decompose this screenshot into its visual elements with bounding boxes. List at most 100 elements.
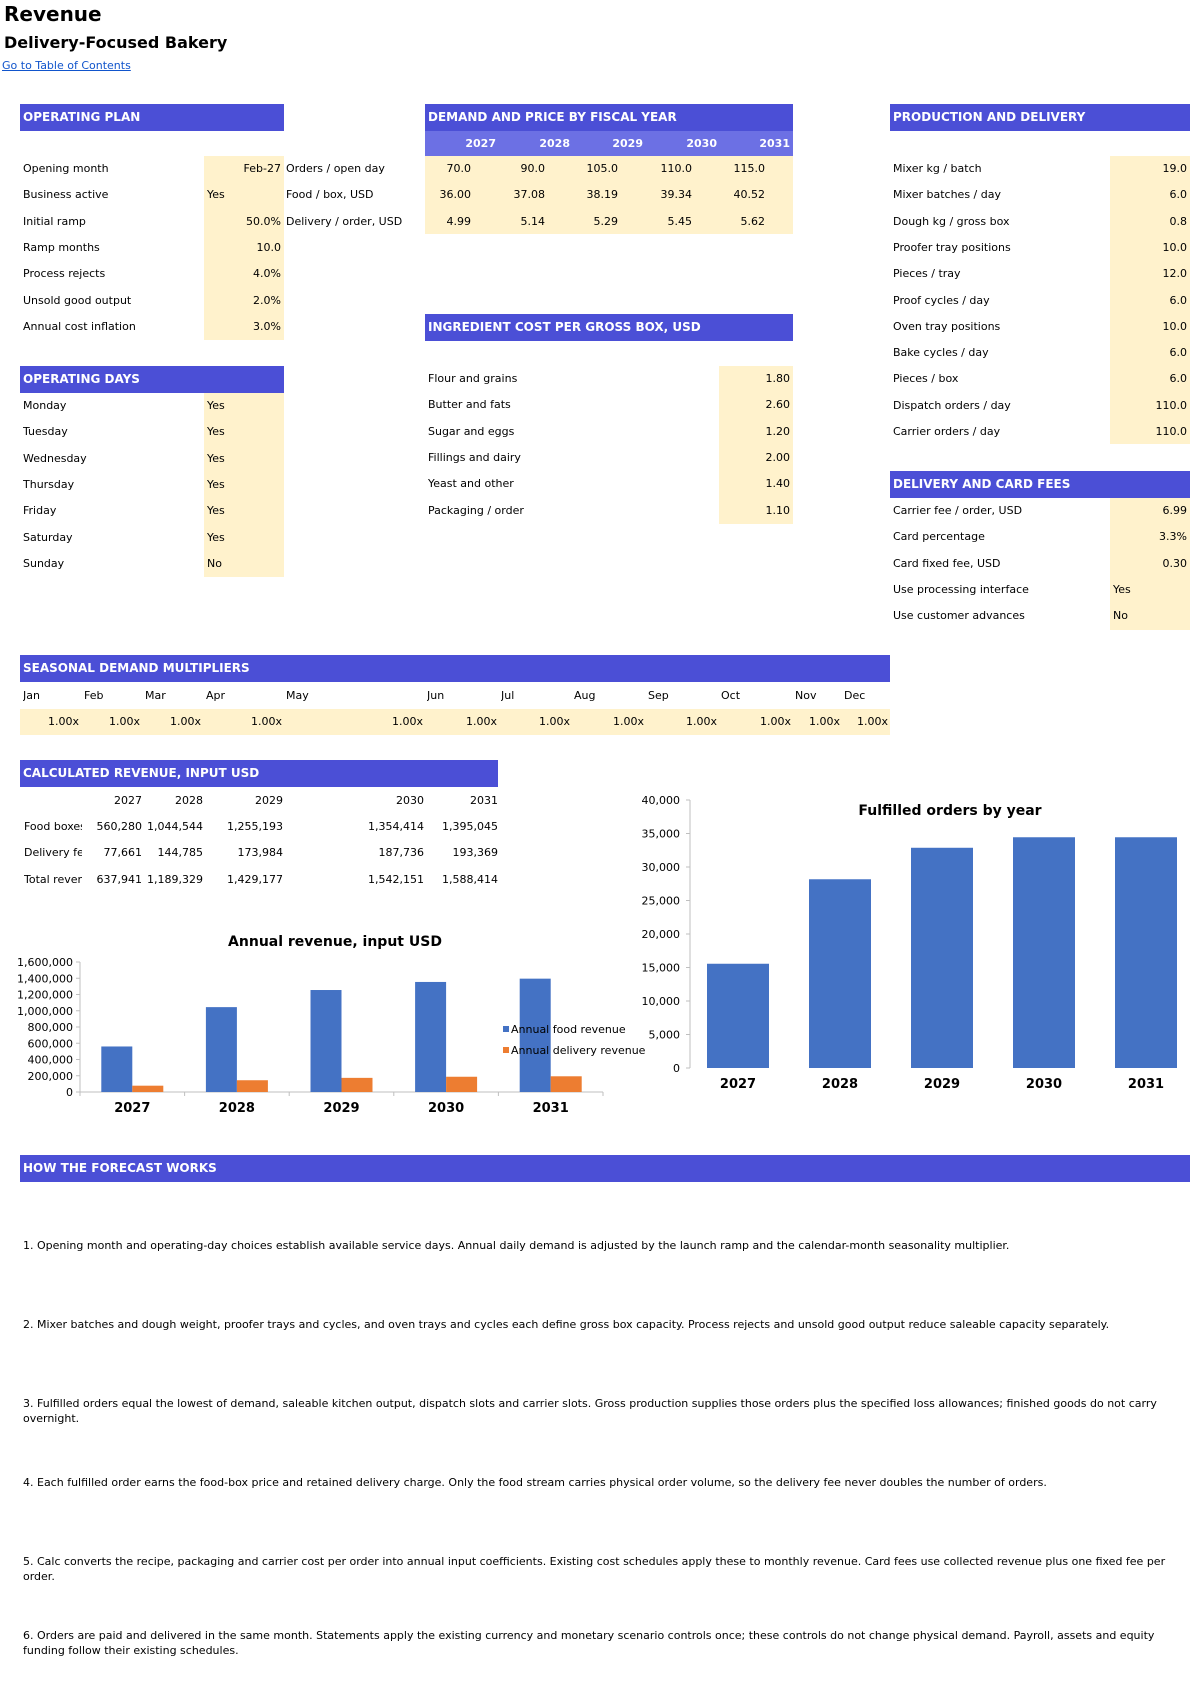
operating-days-value: Yes bbox=[207, 425, 225, 439]
production-delivery-label: Dispatch orders / day bbox=[893, 398, 1011, 412]
seasonal-month: Sep bbox=[648, 689, 669, 702]
production-delivery-label: Pieces / tray bbox=[893, 267, 961, 281]
fulfilled-orders-x-label: 2028 bbox=[822, 1077, 858, 1092]
annual-revenue-y-tick-label: 1,000,000 bbox=[17, 1005, 73, 1018]
page-subtitle: Delivery-Focused Bakery bbox=[4, 33, 228, 52]
production-delivery-value: 10.0 bbox=[1162, 240, 1188, 254]
seasonal-value: 1.00x bbox=[47, 715, 79, 728]
food-revenue-bar bbox=[519, 978, 551, 1092]
demand-price-value: 39.34 bbox=[660, 188, 693, 202]
demand-price-input-band bbox=[425, 156, 793, 234]
operating-days-label: Friday bbox=[23, 504, 57, 518]
calculated-revenue-value: 77,661 bbox=[103, 846, 143, 860]
forecast-note: 4. Each fulfilled order earns the food-b… bbox=[23, 1476, 1047, 1489]
calculated-revenue-value: 144,785 bbox=[157, 846, 204, 860]
calculated-revenue-year: 2029 bbox=[255, 794, 283, 807]
operating-plan-label: Opening month bbox=[23, 162, 109, 175]
seasonal-value: 1.00x bbox=[169, 715, 201, 728]
delivery-fees-label: Carrier fee / order, USD bbox=[893, 504, 1023, 517]
fulfilled-orders-x-label: 2031 bbox=[1128, 1077, 1164, 1092]
calculated-revenue-label: Total revenu bbox=[24, 872, 82, 886]
demand-price-value: 105.0 bbox=[586, 162, 619, 175]
seasonal-month: Aug bbox=[574, 689, 596, 702]
seasonal-month: Jun bbox=[427, 689, 445, 702]
toc-link[interactable]: Go to Table of Contents bbox=[2, 59, 131, 72]
ingredient-cost-label: Fillings and dairy bbox=[428, 450, 521, 464]
production-delivery-value: 110.0 bbox=[1155, 398, 1188, 412]
ingredient-cost-value: 1.40 bbox=[765, 477, 791, 491]
operating-plan-value: 4.0% bbox=[253, 267, 281, 281]
legend-swatch bbox=[503, 1047, 509, 1053]
delivery-revenue-bar bbox=[132, 1085, 164, 1092]
production-delivery-label: Bake cycles / day bbox=[893, 346, 989, 360]
operating-days-label: Sunday bbox=[23, 556, 65, 570]
delivery-fees-value: Yes bbox=[1113, 582, 1131, 596]
seasonal-month: Jan bbox=[23, 689, 40, 702]
demand-price-value: 5.62 bbox=[740, 214, 766, 228]
operating-plan-label: Ramp months bbox=[23, 240, 100, 254]
annual-revenue-x-label: 2027 bbox=[114, 1101, 150, 1116]
fulfilled-orders-y-tick-label: 5,000 bbox=[649, 1029, 681, 1042]
demand-price-value: 5.45 bbox=[667, 214, 693, 228]
delivery-fees-label: Use customer advances bbox=[893, 609, 1025, 623]
ingredient-cost-label: Packaging / order bbox=[428, 503, 524, 517]
food-revenue-bar bbox=[101, 1046, 133, 1092]
production-delivery-label: Proofer tray positions bbox=[893, 240, 1011, 254]
ingredient-cost-label: Yeast and other bbox=[428, 477, 514, 491]
calculated-revenue-value: 1,189,329 bbox=[147, 872, 203, 886]
fulfilled-orders-y-tick-label: 40,000 bbox=[642, 794, 681, 807]
ingredient-cost-label: Butter and fats bbox=[428, 398, 511, 412]
seasonal-value: 1.00x bbox=[808, 715, 840, 728]
operating-plan-input-band bbox=[204, 156, 284, 340]
delivery-fees-value: 6.99 bbox=[1162, 504, 1188, 517]
operating-plan-value: Yes bbox=[207, 188, 225, 202]
fulfilled-orders-x-label: 2027 bbox=[720, 1077, 756, 1092]
delivery-revenue-bar bbox=[341, 1077, 373, 1092]
calculated-revenue-value: 1,395,045 bbox=[442, 820, 498, 833]
seasonal-month: Jul bbox=[501, 689, 515, 702]
operating-plan-value: 3.0% bbox=[253, 319, 281, 333]
operating-plan-label: Initial ramp bbox=[23, 214, 86, 228]
production-delivery-value: 10.0 bbox=[1162, 319, 1188, 333]
calculated-revenue-year: 2031 bbox=[470, 794, 498, 807]
seasonal-value: 1.00x bbox=[391, 715, 423, 728]
demand-price-value: 40.52 bbox=[733, 188, 766, 202]
forecast-note: 6. Orders are paid and delivered in the … bbox=[23, 1629, 1155, 1657]
delivery-fees-value: 0.30 bbox=[1162, 556, 1188, 570]
seasonal-month: Oct bbox=[721, 689, 741, 702]
forecast-note: 5. Calc converts the recipe, packaging a… bbox=[23, 1555, 1166, 1583]
demand-price-value: 38.19 bbox=[586, 188, 619, 202]
fulfilled-orders-bar bbox=[809, 879, 871, 1068]
ingredient-cost-label: Sugar and eggs bbox=[428, 424, 515, 438]
ingredient-cost-value: 1.10 bbox=[765, 503, 791, 517]
annual-revenue-y-tick-label: 0 bbox=[66, 1086, 73, 1099]
fulfilled-orders-y-tick-label: 0 bbox=[673, 1062, 680, 1075]
fulfilled-orders-bar bbox=[911, 847, 973, 1068]
legend-label: Annual food revenue bbox=[511, 1023, 626, 1036]
fulfilled-orders-bar bbox=[707, 963, 769, 1068]
calculated-revenue-value: 193,369 bbox=[452, 846, 499, 860]
calculated-revenue-year: 2028 bbox=[175, 794, 203, 807]
ingredient-cost-label: Flour and grains bbox=[428, 372, 518, 385]
fulfilled-orders-y-tick-label: 15,000 bbox=[642, 962, 681, 975]
production-delivery-label: Proof cycles / day bbox=[893, 293, 990, 307]
fulfilled-orders-bar bbox=[1115, 837, 1177, 1068]
operating-days-input-band bbox=[204, 393, 284, 577]
calculated-revenue-value: 1,044,544 bbox=[147, 820, 203, 833]
demand-price-label: Delivery / order, USD bbox=[286, 214, 403, 228]
seasonal-month: Apr bbox=[206, 689, 226, 702]
calculated-revenue-value: 173,984 bbox=[237, 846, 284, 860]
forecast-note: 2. Mixer batches and dough weight, proof… bbox=[23, 1318, 1110, 1331]
annual-revenue-y-tick-label: 400,000 bbox=[28, 1054, 74, 1067]
seasonal-month: May bbox=[286, 689, 309, 702]
fulfilled-orders-y-tick-label: 20,000 bbox=[642, 928, 681, 941]
delivery-fees-input-band bbox=[1110, 498, 1190, 630]
operating-plan-header: OPERATING PLAN bbox=[20, 104, 284, 131]
demand-price-header: DEMAND AND PRICE BY FISCAL YEAR bbox=[425, 104, 793, 131]
operating-days-label: Wednesday bbox=[23, 451, 87, 465]
annual-revenue-y-tick-label: 1,600,000 bbox=[17, 956, 73, 969]
fulfilled-orders-y-tick-label: 35,000 bbox=[642, 828, 681, 841]
operating-days-label: Saturday bbox=[23, 530, 73, 544]
production-delivery-header: PRODUCTION AND DELIVERY bbox=[890, 104, 1190, 131]
legend-label: Annual delivery revenue bbox=[511, 1044, 646, 1057]
